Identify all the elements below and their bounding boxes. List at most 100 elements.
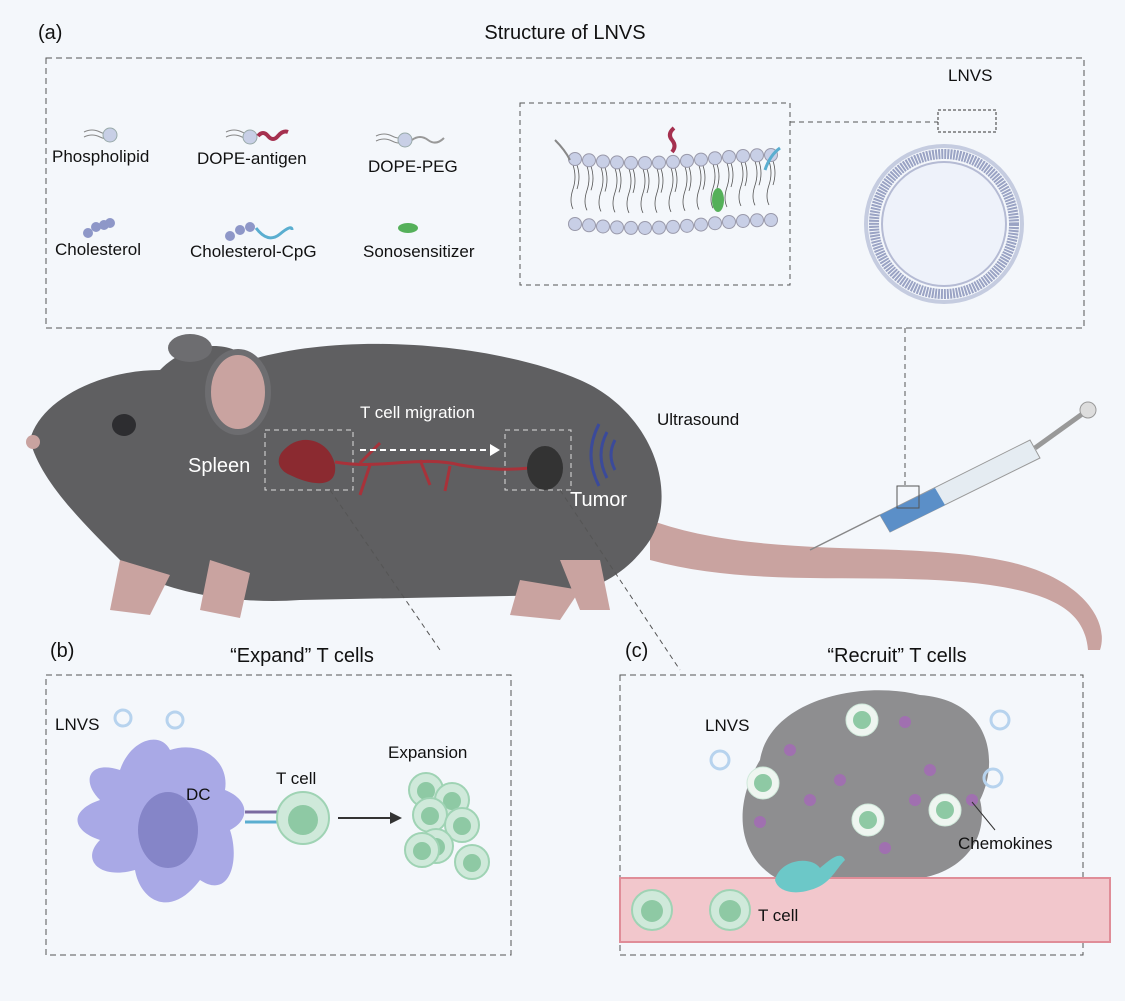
lipid-head <box>596 154 610 169</box>
t-cell-nucleus <box>421 807 439 825</box>
panel-c-tag: (c) <box>625 640 648 662</box>
lipid-bilayer-diagram <box>554 126 781 235</box>
chemokine <box>966 794 978 806</box>
t-cell-nucleus <box>443 792 461 810</box>
t-cell-nucleus <box>853 711 871 729</box>
lnvs-particle-icon <box>165 710 185 730</box>
mouse-illustration <box>26 334 1102 650</box>
chemokines-label: Chemokines <box>958 834 1053 853</box>
phospholipid-icon <box>83 127 118 143</box>
injection-site-box <box>896 485 920 509</box>
legend-dope-antigen: DOPE-antigen <box>197 149 307 168</box>
panel-a-frame <box>45 57 1085 329</box>
chemokine <box>879 842 891 854</box>
t-cell-nucleus <box>413 842 431 860</box>
lipid-head <box>638 155 652 170</box>
lipid-head <box>666 154 680 169</box>
lnvs-particle-icon <box>982 767 1004 789</box>
mouse-ear <box>205 349 271 435</box>
lipid-head <box>624 220 638 235</box>
t-cell-nucleus <box>859 811 877 829</box>
arrow-head-icon <box>490 444 500 456</box>
syringe-icon <box>809 401 1097 551</box>
lipid-tail <box>766 160 776 206</box>
t-cell-nucleus <box>719 900 741 922</box>
lipid-tail <box>752 161 762 206</box>
t-cell-nucleus <box>288 805 318 835</box>
ultrasound-label: Ultrasound <box>657 410 739 429</box>
lipid-head <box>764 213 778 228</box>
lnvs-particle-icon <box>113 708 133 728</box>
lipid-tail <box>626 168 636 214</box>
legend-cholesterol-cpg: Cholesterol-CpG <box>190 242 317 261</box>
dope-peg-icon <box>375 132 445 148</box>
expanded-t-cells <box>404 772 490 880</box>
mouse-eye <box>112 414 136 436</box>
lipid-tail <box>710 164 720 209</box>
mouse-ear-back <box>168 334 212 362</box>
migration-label: T cell migration <box>360 403 475 422</box>
panel-b-lnvs-label: LNVS <box>55 715 99 734</box>
lipid-tail <box>584 166 594 211</box>
t-cell-nucleus <box>417 782 435 800</box>
lipid-head <box>750 148 764 163</box>
lipid-head <box>652 155 666 170</box>
lipid-tail <box>654 168 664 213</box>
spleen-organ <box>278 439 336 484</box>
tumor-cluster <box>742 690 990 880</box>
panel-c-frame <box>619 674 1084 956</box>
lipid-head <box>568 217 582 231</box>
t-cell-nucleus <box>463 854 481 872</box>
sonosensitizer <box>712 188 724 212</box>
receptor-binding-icon <box>245 810 278 824</box>
cholesterol-cpg-icon <box>225 222 294 241</box>
lipid-tail <box>598 167 608 212</box>
lnvs-particle-icon <box>709 749 731 771</box>
lipid-head <box>722 214 736 229</box>
lipid-tail <box>696 165 706 210</box>
lipid-head <box>722 149 736 164</box>
panel-c-title: “Recruit” T cells <box>827 645 966 667</box>
legend-cholesterol: Cholesterol <box>55 240 141 259</box>
membrane-detail-frame <box>519 102 791 286</box>
ultrasound-wave-icon <box>589 423 617 487</box>
lipid-head <box>582 153 596 168</box>
lipid-tail <box>738 161 748 207</box>
lipid-head <box>694 217 708 232</box>
dc-nucleus <box>138 792 198 868</box>
t-cell-nucleus <box>641 900 663 922</box>
lipid-head <box>638 220 652 235</box>
mouse-nose <box>26 435 40 449</box>
blood-vessels <box>334 441 531 496</box>
lnvs-particle-icon <box>989 709 1011 731</box>
membrane-selection-box <box>937 109 997 133</box>
chemokine <box>909 794 921 806</box>
panel-b-tag: (b) <box>50 640 74 662</box>
chemokine <box>754 816 766 828</box>
lipid-head <box>736 148 750 163</box>
cholesterol-icon <box>83 218 115 238</box>
connector-line <box>559 489 681 671</box>
migrating-t-cell <box>775 855 845 893</box>
lipid-tail <box>724 162 734 208</box>
legend-dope-peg: DOPE-PEG <box>368 157 458 176</box>
tumor-contents <box>746 703 978 854</box>
dope-antigen-icon <box>225 129 289 145</box>
lipid-tail <box>682 166 692 212</box>
lipid-head <box>624 155 638 170</box>
blood-vessel <box>619 877 1111 943</box>
lipid-head <box>596 219 610 234</box>
lipid-head <box>652 220 666 235</box>
mouse-feet <box>110 560 610 620</box>
t-cell-nucleus <box>936 801 954 819</box>
lipid-tail <box>640 168 650 214</box>
panel-a-title: Structure of LNVS <box>484 22 645 44</box>
cpg-strand <box>763 146 781 171</box>
lipid-head <box>694 152 708 167</box>
lipid-head <box>680 153 694 168</box>
chemokine <box>804 794 816 806</box>
chemokine <box>899 716 911 728</box>
mouse-tail <box>650 520 1102 650</box>
